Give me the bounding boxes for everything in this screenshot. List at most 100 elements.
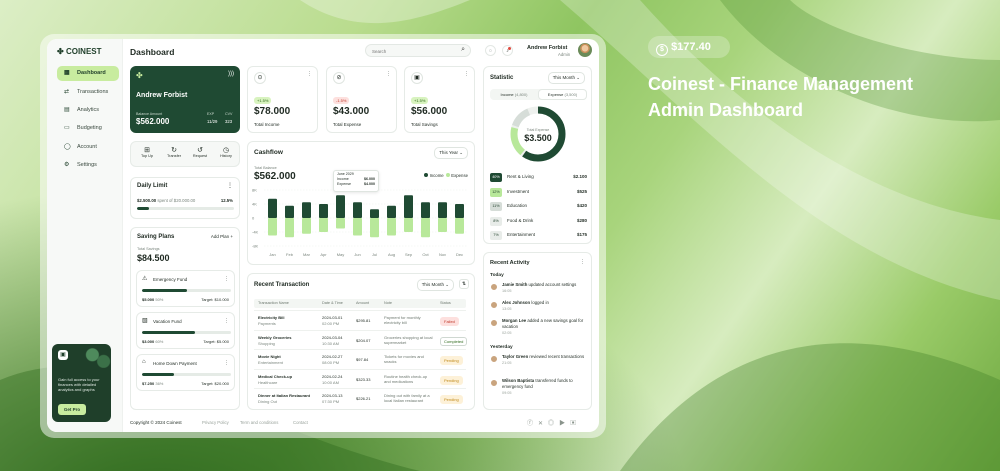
more-icon[interactable]: ⋮	[386, 71, 391, 77]
sidebar-item-label: Account	[77, 144, 97, 150]
footer-link-terms[interactable]: Term and conditions	[240, 420, 279, 425]
statistic-filter[interactable]: This Month ⌄	[547, 72, 585, 84]
more-icon[interactable]: ⋮	[464, 71, 469, 77]
col-amount: Amount	[356, 301, 370, 305]
history-button[interactable]: ◷ History	[214, 146, 238, 158]
sidebar-item-settings[interactable]: ⚙ Settings	[57, 158, 119, 173]
income-bar[interactable]	[302, 202, 311, 218]
search-input[interactable]	[372, 47, 452, 55]
youtube-icon[interactable]: ▶	[559, 421, 571, 427]
footer-link-contact[interactable]: Contact	[293, 420, 308, 425]
income-bar[interactable]	[370, 209, 379, 218]
daily-limit-amount: $2.500.00 spent of $20.000.00	[137, 198, 195, 203]
tooltip-expense-label: Expense	[337, 182, 351, 187]
bell-icon[interactable]: ♪	[502, 45, 513, 56]
more-icon[interactable]: ⋮	[227, 183, 233, 189]
category-row[interactable]: 11% Education $420	[490, 201, 590, 213]
quick-label: History	[220, 154, 232, 158]
expense-bar[interactable]	[404, 218, 413, 232]
cashflow-filter-label: This Year	[439, 150, 458, 155]
more-icon[interactable]: ⋮	[224, 276, 229, 282]
expense-bar[interactable]	[336, 218, 345, 229]
category-row[interactable]: 7% Entertainment $175	[490, 230, 590, 242]
income-bar[interactable]	[387, 205, 396, 218]
sidebar-item-analytics[interactable]: ▤ Analytics	[57, 103, 119, 118]
expense-bar[interactable]	[268, 218, 277, 236]
saving-plans-card: Saving Plans Add Plan + Total Savings $8…	[130, 227, 240, 410]
avatar[interactable]	[578, 43, 592, 57]
footer-link-privacy[interactable]: Privacy Policy	[202, 420, 229, 425]
filter-icon[interactable]: ⇅	[459, 279, 469, 289]
more-icon[interactable]: ⋮	[580, 259, 585, 265]
expense-bar[interactable]	[319, 218, 328, 232]
income-bar[interactable]	[353, 202, 362, 218]
income-bar[interactable]	[404, 195, 413, 218]
request-button[interactable]: ↺ Request	[188, 146, 212, 158]
search-bar[interactable]: ⌕	[365, 44, 471, 57]
expense-bar[interactable]	[353, 218, 362, 236]
tab-expense[interactable]: Expense (3,500)	[538, 89, 587, 100]
more-icon[interactable]: ⋮	[307, 71, 312, 77]
x-icon[interactable]: ✕	[538, 421, 549, 427]
balance-card[interactable]: ✤ ))) Andrew Forbist Balance Amount $562…	[130, 66, 240, 133]
income-bar[interactable]	[438, 202, 447, 218]
transfer-button[interactable]: ↻ Transfer	[162, 146, 186, 158]
table-row[interactable]: Dinner at Italian Restaurant Dining Out …	[254, 388, 466, 407]
table-row[interactable]: Movie Night Entertainment 2024-02-27 08:…	[254, 349, 466, 368]
table-row[interactable]: Electricity Bill Payments 2024-03-01 02:…	[254, 310, 466, 329]
x-tick-label: May	[337, 252, 345, 257]
linkedin-icon[interactable]: ▣	[570, 421, 582, 427]
more-icon[interactable]: ⋮	[224, 318, 229, 324]
y-tick-label: 4K	[252, 202, 257, 207]
tab-income[interactable]: Income (4,800)	[490, 89, 538, 100]
expense-bar[interactable]	[421, 218, 430, 238]
income-bar[interactable]	[455, 204, 464, 218]
plan-progress	[142, 289, 231, 292]
add-plan-button[interactable]: Add Plan +	[211, 234, 233, 239]
table-row[interactable]: Weekly Groceries Shopping 2024-03-04 10:…	[254, 329, 468, 349]
top-up-button[interactable]: ⊞ Top Up	[135, 146, 159, 158]
pro-text: Gain full access to your finances with d…	[58, 377, 100, 392]
expense-bar[interactable]	[387, 218, 396, 236]
instagram-icon[interactable]: ◎	[548, 421, 560, 427]
saving-plan-item[interactable]: ⌂ Home Down Payment ⋮ $7.250 36% Target:…	[136, 354, 235, 391]
sidebar-item-account[interactable]: ◯ Account	[57, 140, 119, 155]
sidebar-item-budgeting[interactable]: ▭ Budgeting	[57, 121, 119, 136]
user-role: Admin	[558, 52, 571, 57]
cashflow-chart: 8K 4K 0 -4K -8K Jan Feb Mar Apr May Jun Jul Aug Sep Oc…	[252, 188, 468, 257]
expense-bar[interactable]	[438, 218, 447, 232]
donut-segment-rent	[510, 106, 566, 162]
expense-bar[interactable]	[370, 218, 379, 238]
plan-progress-fill	[142, 289, 187, 292]
expense-bar[interactable]	[285, 218, 294, 238]
sidebar-item-label: Settings	[77, 162, 97, 168]
vacation-icon: ▧	[142, 318, 148, 324]
income-bar[interactable]	[268, 198, 277, 218]
cashflow-filter[interactable]: This Year ⌄	[434, 147, 468, 159]
more-icon[interactable]: ⋮	[224, 360, 229, 366]
saving-plan-item[interactable]: ▧ Vacation Fund ⋮ $3.000 60% Target: $5.…	[136, 312, 235, 349]
transactions-filter[interactable]: This Month ⌄	[416, 279, 454, 291]
activity-who: Jamie Smith	[502, 282, 528, 287]
expense-bar[interactable]	[302, 218, 311, 234]
chat-icon[interactable]: ◌	[485, 45, 496, 56]
get-pro-button[interactable]: Get Pro	[58, 404, 86, 415]
user-icon: ◯	[64, 144, 71, 150]
category-row[interactable]: 8% Food & Drink $280	[490, 216, 590, 228]
income-bar[interactable]	[336, 195, 345, 218]
table-row[interactable]: Medical Check-up Healthcare 2024-02-24 1…	[254, 368, 466, 388]
category-row[interactable]: 40% Rent & Living $2.100	[490, 172, 590, 184]
income-bar[interactable]	[421, 202, 430, 218]
sidebar-item-transactions[interactable]: ⇄ Transactions	[57, 85, 119, 100]
category-row[interactable]: 12% Investment $525	[490, 187, 590, 199]
income-bar[interactable]	[319, 204, 328, 218]
facebook-icon[interactable]: ⓕ	[527, 421, 539, 427]
tooltip-expense-value: $4.000	[364, 182, 375, 187]
expense-bar[interactable]	[455, 218, 464, 234]
income-bar[interactable]	[285, 205, 294, 218]
tx-note: Groceries shopping at local supermarket	[384, 334, 433, 345]
user-name: Andrew Forbist	[527, 45, 568, 51]
activity-who: Taylor Green	[502, 354, 529, 359]
saving-plan-item[interactable]: ⚠ Emergency Fund ⋮ $5.000 50% Target: $1…	[136, 270, 235, 307]
sidebar-item-dashboard[interactable]: ▦ Dashboard	[57, 66, 119, 81]
